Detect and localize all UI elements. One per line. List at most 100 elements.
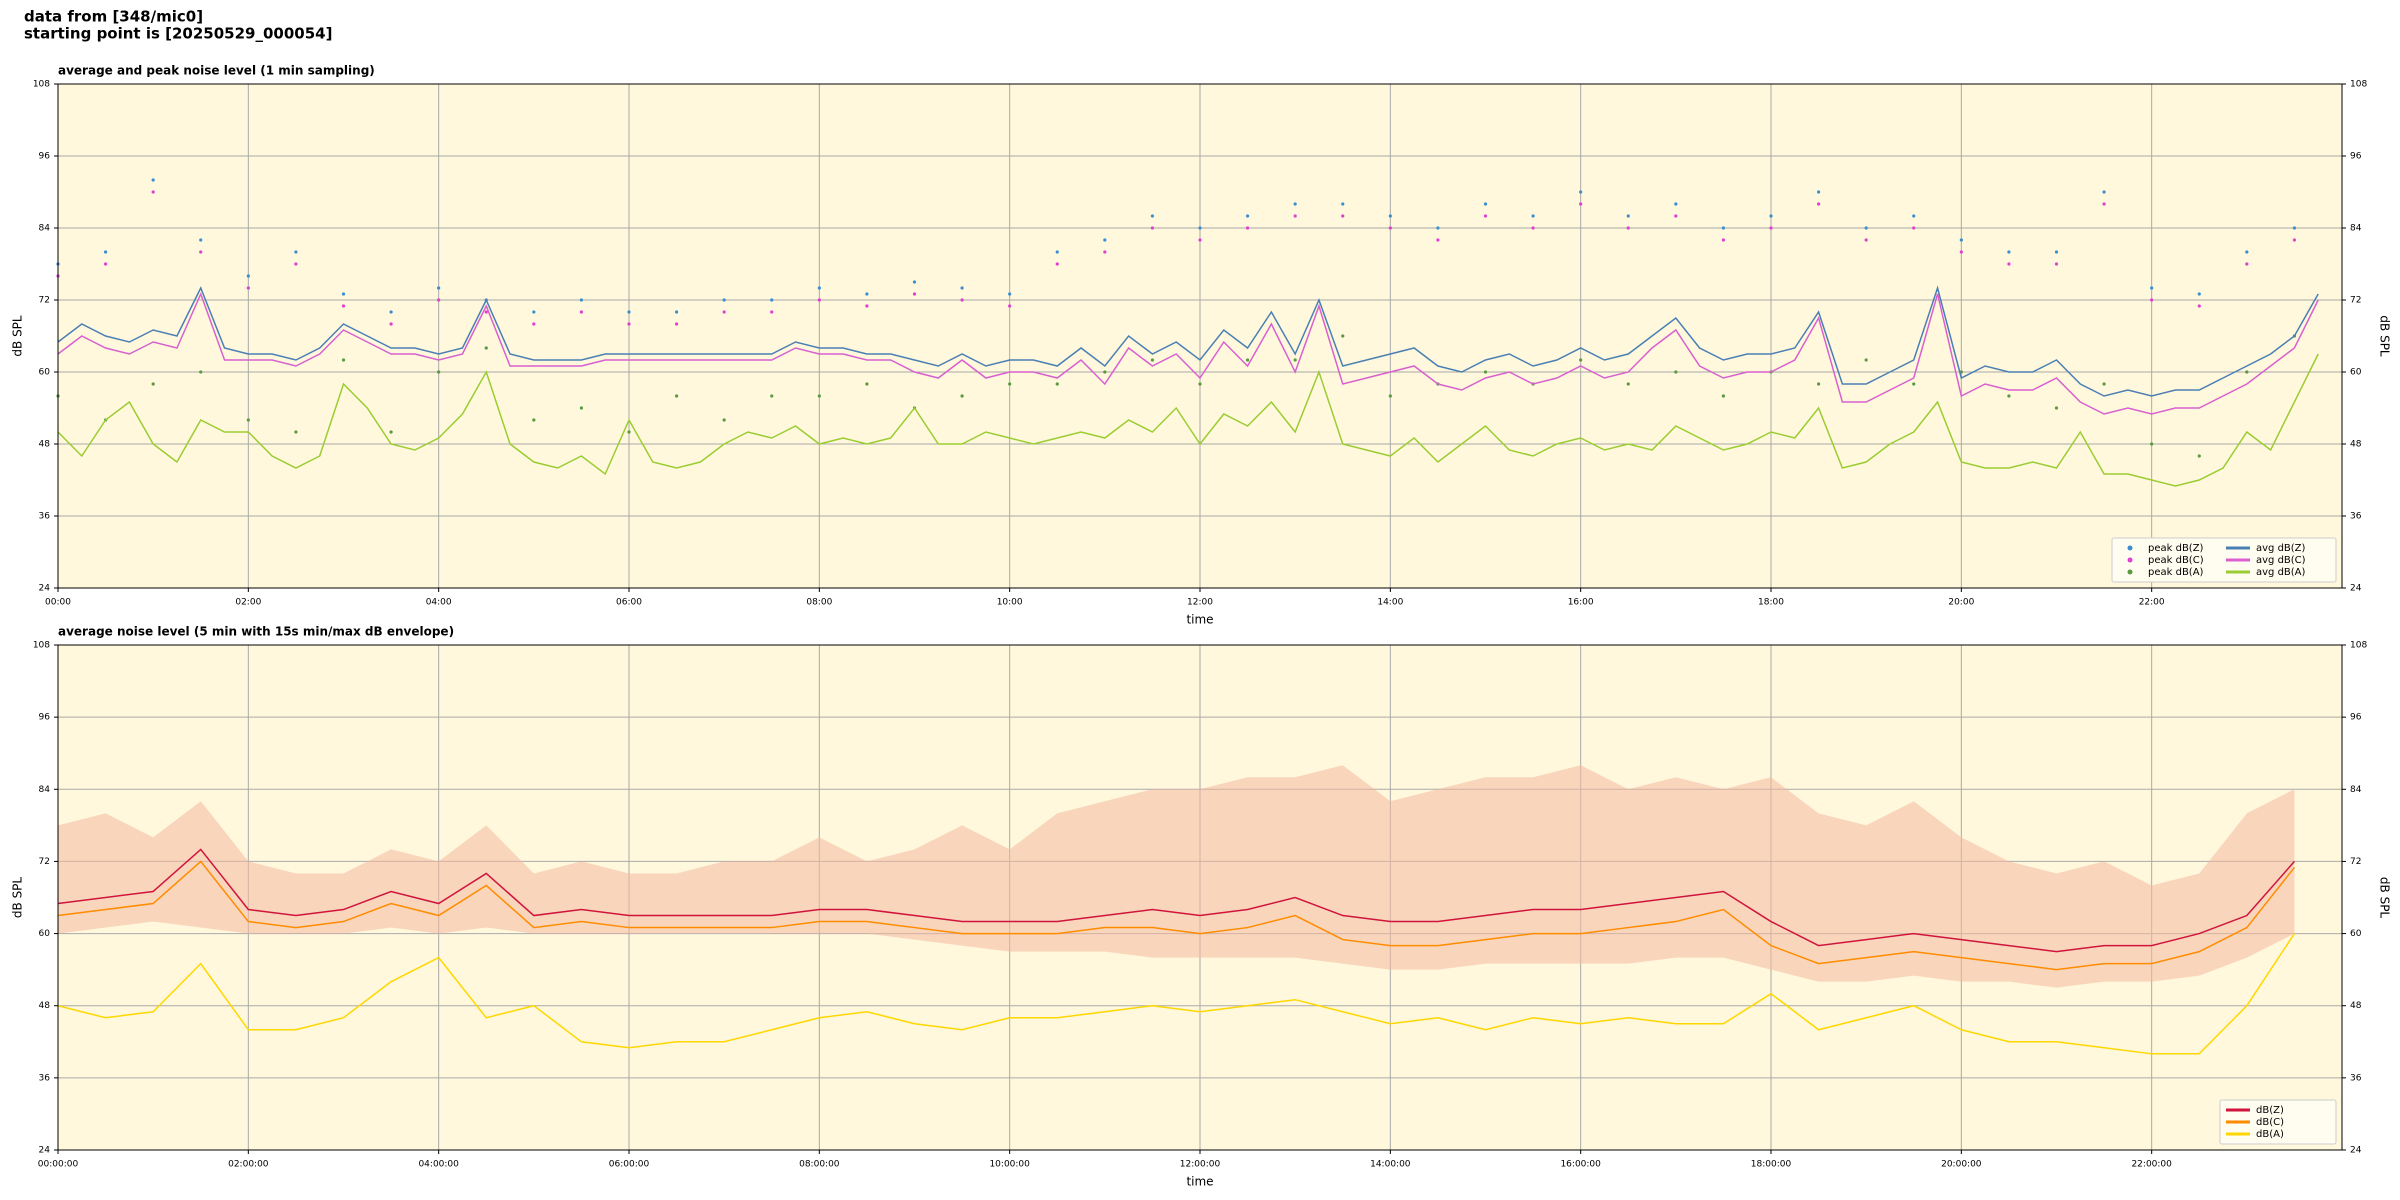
x-axis-label: time (1186, 1175, 1213, 1189)
peak-point (199, 370, 203, 374)
peak-point (1483, 202, 1488, 206)
peak-point (1245, 226, 1250, 230)
peak-point (1816, 202, 1821, 206)
peak-point (199, 250, 203, 254)
peak-point (1341, 202, 1345, 206)
y-axis-label: dB SPL (11, 877, 25, 919)
peak-point (1579, 190, 1583, 194)
y2-axis-label: dB SPL (2378, 315, 2392, 357)
x-tick-label: 00:00:00 (38, 1160, 79, 1170)
peak-point (1341, 334, 1345, 338)
peak-point (1198, 238, 1202, 242)
y-tick-label: 84 (39, 785, 51, 795)
peak-point (722, 310, 726, 314)
y2-axis-label: dB SPL (2378, 877, 2392, 919)
peak-point (2054, 262, 2059, 266)
peak-point (1341, 214, 1345, 218)
y-tick-label: 48 (39, 440, 51, 450)
x-tick-label: 20:00:00 (1941, 1160, 1982, 1170)
peak-point (2292, 238, 2297, 242)
peak-point (341, 358, 346, 362)
peak-point (722, 418, 726, 422)
peak-point (484, 310, 488, 314)
peak-point (2102, 202, 2106, 206)
peak-point (2197, 454, 2201, 458)
peak-point (817, 394, 821, 398)
peak-point (1721, 394, 1726, 398)
peak-point (1055, 262, 1059, 266)
legend-label: dB(A) (2256, 1129, 2284, 1140)
peak-point (246, 418, 250, 422)
plot-frame (57, 644, 2343, 1151)
legend-label: avg dB(A) (2256, 567, 2306, 578)
peak-point (2054, 406, 2059, 410)
peak-point (2054, 250, 2059, 254)
peak-point (1912, 214, 1916, 218)
x-tick-label: 04:00 (426, 598, 452, 608)
series-line (57, 291, 2319, 415)
peak-point (1816, 382, 1821, 386)
x-tick-label: 00:00 (45, 598, 71, 608)
y-tick-label: 72 (39, 296, 50, 306)
peak-point (1436, 226, 1440, 230)
peak-point (1626, 214, 1630, 218)
x-tick-label: 18:00:00 (1751, 1160, 1792, 1170)
peak-point (151, 382, 155, 386)
peak-point (1198, 382, 1202, 386)
peak-point (2197, 292, 2201, 296)
legend: dB(Z)dB(C)dB(A) (2219, 1099, 2337, 1145)
peak-point (246, 274, 250, 278)
peak-point (1008, 304, 1012, 308)
y-tick-label: 36 (39, 1073, 51, 1083)
legend-marker (2127, 557, 2133, 563)
peak-point (2150, 286, 2154, 290)
peak-point (865, 382, 869, 386)
envelope-area (58, 765, 2295, 988)
x-tick-label: 22:00:00 (2131, 1160, 2172, 1170)
peak-point (294, 262, 298, 266)
y2-tick-label: 108 (2350, 80, 2367, 90)
peak-point (1293, 358, 1297, 362)
peak-point (2197, 304, 2201, 308)
peak-point (2007, 394, 2011, 398)
y-axis-label: dB SPL (11, 315, 25, 357)
peak-point (437, 286, 441, 290)
peak-point (532, 322, 536, 326)
y2-tick-label: 96 (2350, 713, 2362, 723)
y2-tick-label: 36 (2350, 1073, 2362, 1083)
peak-point (960, 298, 964, 302)
peak-point (103, 262, 108, 266)
peak-point (1721, 226, 1726, 230)
y2-tick-label: 36 (2350, 512, 2362, 522)
peak-point (1959, 250, 1963, 254)
peak-point (2102, 190, 2106, 194)
y2-tick-label: 84 (2350, 785, 2362, 795)
peak-point (1579, 202, 1583, 206)
peak-point (960, 394, 964, 398)
peak-point (817, 298, 821, 302)
peak-point (912, 280, 917, 284)
legend-box (2111, 537, 2337, 583)
y2-tick-label: 108 (2350, 641, 2367, 651)
peak-point (389, 322, 393, 326)
peak-point (1674, 370, 1678, 374)
peak-point (2292, 226, 2297, 230)
y2-tick-label: 60 (2350, 929, 2362, 939)
y-tick-label: 84 (39, 224, 51, 234)
peak-point (389, 430, 393, 434)
y2-tick-label: 48 (2350, 1001, 2362, 1011)
x-tick-label: 10:00 (997, 598, 1023, 608)
y2-tick-label: 84 (2350, 224, 2362, 234)
peak-point (1055, 382, 1059, 386)
peak-point (199, 238, 203, 242)
peak-point (532, 310, 536, 314)
chart-panel: average noise level (5 min with 15s min/… (11, 625, 2392, 1189)
legend-label: dB(Z) (2256, 1105, 2284, 1116)
peak-point (1103, 238, 1107, 242)
peak-point (579, 310, 584, 314)
peak-point (1388, 394, 1392, 398)
peak-point (1008, 382, 1012, 386)
y-tick-label: 48 (39, 1001, 51, 1011)
y-tick-label: 72 (39, 857, 50, 867)
